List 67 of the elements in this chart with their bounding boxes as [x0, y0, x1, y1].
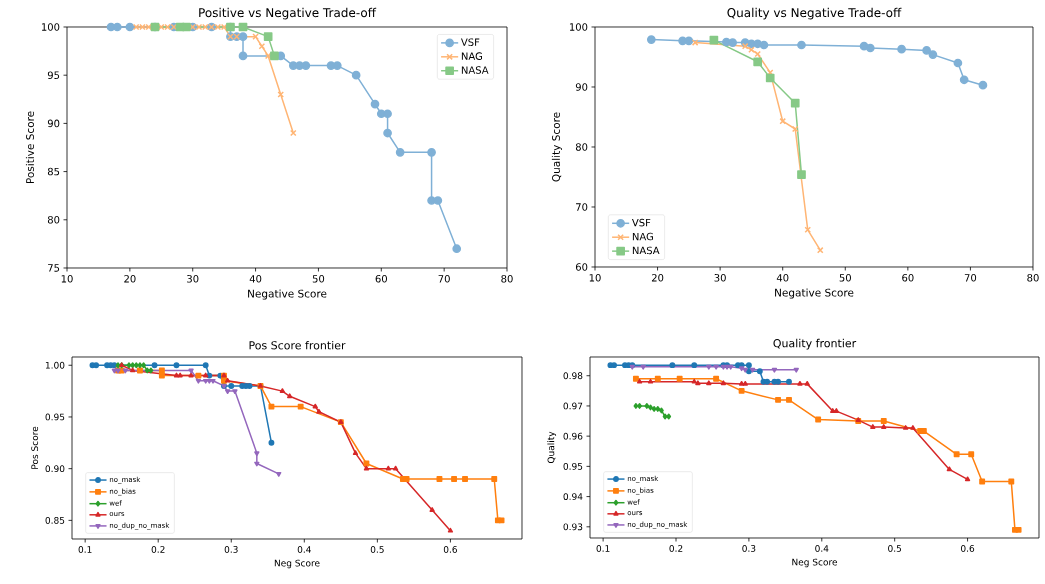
y-axis-title: Positive Score — [25, 111, 35, 184]
y-tick-label: 0.85 — [45, 516, 65, 524]
y-tick-label: 85 — [47, 167, 60, 176]
y-tick-label: 0.96 — [563, 432, 583, 440]
x-tick-label: 0.2 — [151, 546, 165, 553]
x-tick-label: 0.1 — [78, 546, 92, 553]
x-tick-label: 0.6 — [443, 546, 457, 553]
x-tick-label: 0.3 — [742, 545, 756, 552]
y-tick-label: 60 — [575, 263, 588, 271]
legend-label: VSF — [460, 38, 480, 46]
x-tick-label: 70 — [964, 274, 977, 282]
x-tick-label: 40 — [249, 275, 262, 283]
legend-label: NASA — [632, 246, 660, 255]
x-tick-label: 70 — [438, 275, 450, 283]
x-tick-label: 0.2 — [669, 545, 683, 552]
y-tick-label: 0.95 — [563, 462, 583, 470]
y-tick-label: 95 — [47, 71, 60, 79]
legend-label: NAG — [461, 52, 482, 60]
y-tick-label: 0.94 — [563, 493, 583, 500]
y-axis-title: Quality — [547, 431, 557, 464]
x-tick-label: 40 — [776, 274, 789, 282]
y-tick-label: 90 — [47, 119, 60, 128]
x-tick-label: 0.6 — [961, 545, 975, 552]
x-tick-label: 10 — [589, 274, 601, 282]
x-tick-label: 0.4 — [815, 545, 829, 552]
chart-title: Pos Score frontier — [249, 340, 346, 350]
chart-title: Quality frontier — [773, 338, 857, 350]
x-tick-label: 0.4 — [297, 546, 311, 553]
chart-title: Quality vs Negative Trade-off — [727, 7, 902, 20]
x-tick-label: 0.5 — [370, 546, 384, 553]
y-tick-label: 80 — [575, 143, 588, 151]
y-tick-label: 0.90 — [45, 465, 65, 473]
x-tick-label: 60 — [375, 275, 387, 283]
x-tick-label: 60 — [902, 274, 914, 282]
y-tick-label: 100 — [41, 23, 60, 31]
x-tick-label: 50 — [312, 275, 325, 283]
y-tick-label: 100 — [569, 23, 588, 31]
x-axis-title: Neg Score — [274, 559, 320, 569]
y-axis-title: Quality Score — [551, 112, 563, 182]
x-tick-label: 30 — [187, 275, 199, 283]
x-tick-label: 80 — [1027, 274, 1039, 282]
y-tick-label: 90 — [575, 83, 588, 91]
chart-title: Positive vs Negative Trade-off — [199, 7, 377, 20]
legend-label: NASA — [461, 66, 489, 74]
y-tick-label: 80 — [47, 216, 60, 224]
x-tick-label: 80 — [501, 275, 513, 283]
x-axis-title: Negative Score — [775, 288, 854, 299]
y-tick-label: 70 — [576, 203, 588, 211]
x-tick-label: 30 — [714, 274, 726, 282]
x-tick-label: 0.1 — [596, 545, 610, 552]
x-tick-label: 0.5 — [888, 545, 902, 552]
y-axis-title: Pos Score — [31, 426, 39, 469]
legend-label: VSF — [631, 218, 651, 227]
x-tick-label: 20 — [651, 274, 664, 282]
y-tick-label: 1.00 — [45, 361, 65, 369]
y-tick-label: 0.97 — [563, 402, 583, 410]
x-tick-label: 10 — [61, 275, 73, 283]
y-tick-label: 0.98 — [563, 372, 583, 380]
legend-label: NAG — [632, 232, 653, 241]
y-tick-label: 75 — [48, 264, 60, 272]
y-tick-label: 0.95 — [45, 413, 65, 421]
x-tick-label: 20 — [124, 275, 136, 283]
y-tick-label: 0.93 — [563, 523, 583, 531]
x-axis-title: Neg Score — [792, 558, 838, 568]
x-tick-label: 0.3 — [224, 546, 238, 553]
x-axis-title: Negative Score — [248, 289, 327, 300]
x-tick-label: 50 — [839, 274, 851, 282]
